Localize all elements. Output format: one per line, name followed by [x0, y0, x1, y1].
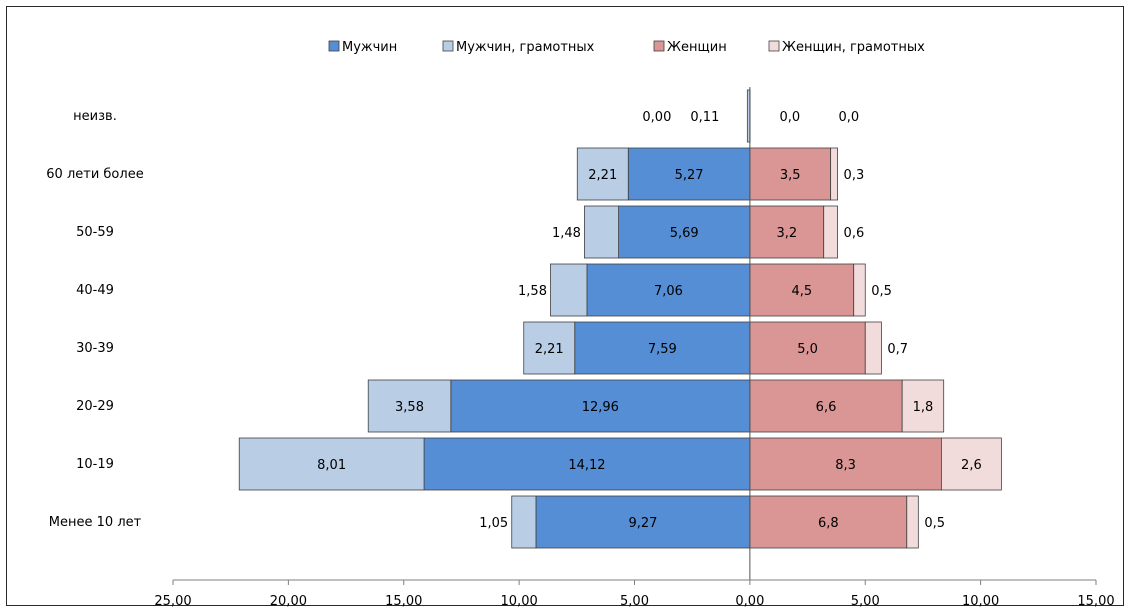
x-tick-label: 5,00	[620, 594, 649, 607]
legend-label: Мужчин, грамотных	[456, 40, 595, 55]
bar-men-literate	[576, 147, 629, 201]
category-label: неизв.	[73, 109, 117, 124]
bar-men-literate	[238, 437, 425, 491]
legend-label: Мужчин	[342, 40, 397, 55]
data-label-women: 3,2	[776, 226, 797, 241]
chart-frame: Мужчин Мужчин, грамотных Женщин Женщин, гра…	[6, 6, 1124, 607]
legend-swatch	[768, 40, 780, 52]
category-label: 10-19	[76, 457, 114, 472]
bar-women	[749, 437, 942, 491]
bar-men	[574, 321, 751, 375]
category-labels-layer: неизв. 60 лети более 50-59 40-49 30-39 20-29 1…	[46, 109, 143, 530]
data-label-women-literate: 0,7	[887, 342, 908, 357]
category-label: 30-39	[76, 341, 114, 356]
data-label-men-literate: 1,58	[518, 284, 547, 299]
x-tick-label: 25,00	[154, 594, 191, 607]
bar-men-literate	[584, 205, 619, 259]
data-label-women-literate: 0,5	[871, 284, 892, 299]
data-label-men-literate: 3,58	[395, 400, 424, 415]
data-label-men: 5,69	[670, 226, 699, 241]
data-label-men-literate: 2,21	[588, 168, 617, 183]
data-label-women-literate: 0,3	[844, 168, 865, 183]
data-label-women: 5,0	[797, 342, 818, 357]
data-label-men-literate: 1,48	[552, 226, 581, 241]
category-label: 50-59	[76, 225, 114, 240]
data-label-women: 8,3	[835, 458, 856, 473]
category-label: 20-29	[76, 399, 114, 414]
bar-men	[535, 495, 751, 549]
data-label-women-literate: 0,0	[839, 110, 860, 125]
legend-swatch	[442, 40, 454, 52]
data-label-women-literate: 0,5	[924, 516, 945, 531]
x-tick-label: 0,00	[735, 594, 764, 607]
bar-women	[749, 263, 855, 317]
data-labels-layer: 0,00 0,11 0,0 0,0 5,27 2,21 3,5 0,3 5,69 1,48 3,2 0…	[317, 110, 982, 531]
x-tick-label: 15,00	[385, 594, 422, 607]
bar-men-literate	[550, 263, 588, 317]
data-label-men: 5,27	[675, 168, 704, 183]
bar-women	[749, 147, 832, 201]
bar-women-literate	[830, 147, 838, 201]
bar-women-literate	[906, 495, 919, 549]
bar-women-literate	[853, 263, 866, 317]
legend-swatch	[328, 40, 340, 52]
data-label-men-literate: 1,05	[479, 516, 508, 531]
data-label-men: 7,59	[648, 342, 677, 357]
bars-layer	[238, 87, 1002, 580]
x-tick-label: 20,00	[270, 594, 307, 607]
bar-women-literate	[940, 437, 1002, 491]
data-label-women: 6,6	[816, 400, 837, 415]
data-label-men-literate: 8,01	[317, 458, 346, 473]
bar-men-literate	[367, 379, 452, 433]
data-label-men: 12,96	[582, 400, 619, 415]
x-tick-label: 5,00	[851, 594, 880, 607]
bar-women	[749, 495, 908, 549]
bar-women	[749, 379, 903, 433]
category-label: 40-49	[76, 283, 114, 298]
bar-women-literate	[901, 379, 945, 433]
data-label-women: 6,8	[818, 516, 839, 531]
x-tick-label: 10,00	[962, 594, 999, 607]
bar-men	[586, 263, 751, 317]
bar-men	[450, 379, 751, 433]
data-label-women: 3,5	[780, 168, 801, 183]
legend-label: Женщин	[667, 40, 727, 55]
data-label-men-literate: 0,11	[690, 110, 719, 125]
population-pyramid-chart: Мужчин Мужчин, грамотных Женщин Женщин, гра…	[46, 40, 1115, 607]
data-label-men: 14,12	[568, 458, 605, 473]
data-label-men: 9,27	[628, 516, 657, 531]
data-label-women-literate: 0,6	[844, 226, 865, 241]
data-label-women-literate: 1,8	[913, 400, 934, 415]
bar-men	[423, 437, 751, 491]
bar-women-literate	[823, 205, 838, 259]
data-label-women-literate: 2,6	[961, 458, 982, 473]
legend-swatch	[653, 40, 665, 52]
bar-men-literate	[511, 495, 537, 549]
bar-women-literate	[864, 321, 882, 375]
data-label-men: 7,06	[654, 284, 683, 299]
bar-men-literate	[523, 321, 576, 375]
category-label: Менее 10 лет	[49, 515, 142, 530]
category-label: 60 лети более	[46, 167, 143, 182]
bar-women	[749, 321, 866, 375]
x-tick-label: 10,00	[501, 594, 538, 607]
data-label-women: 0,0	[780, 110, 801, 125]
legend: Мужчин Мужчин, грамотных Женщин Женщин, гра…	[328, 40, 925, 55]
x-axis: 25,00 20,00 15,00 10,00 5,00 0,00 5,00 10,00 15,…	[154, 579, 1115, 607]
data-label-men: 0,00	[642, 110, 671, 125]
data-label-men-literate: 2,21	[535, 342, 564, 357]
legend-label: Женщин, грамотных	[782, 40, 925, 55]
bar-women	[749, 205, 825, 259]
x-tick-label: 15,00	[1077, 594, 1114, 607]
data-label-women: 4,5	[791, 284, 812, 299]
